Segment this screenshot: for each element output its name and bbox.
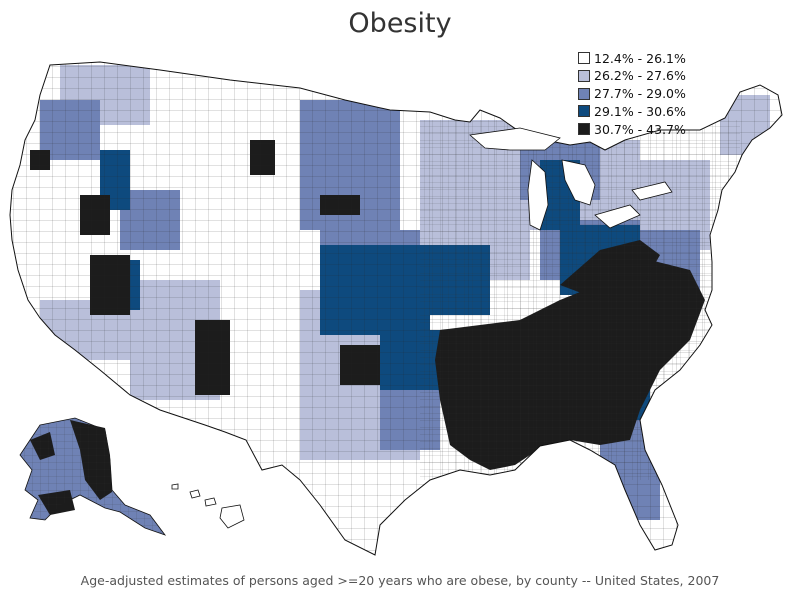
alaska (19, 417, 167, 536)
legend-item: 29.1% - 30.6% (578, 103, 686, 119)
legend-item: 27.7% - 29.0% (578, 86, 686, 102)
legend-label: 30.7% - 43.7% (594, 121, 686, 137)
legend-swatch (578, 52, 590, 64)
legend-swatch (578, 87, 590, 100)
map-title: Obesity (348, 8, 452, 39)
map-caption: Age-adjusted estimates of persons aged >… (80, 573, 720, 588)
legend: 12.4% - 26.1% 26.2% - 27.6% 27.7% - 29.0… (578, 50, 686, 139)
legend-item: 26.2% - 27.6% (578, 68, 686, 84)
great-lakes (469, 127, 673, 231)
legend-swatch (578, 69, 590, 82)
legend-label: 26.2% - 27.6% (594, 68, 686, 84)
legend-item: 12.4% - 26.1% (578, 50, 686, 66)
hawaii (171, 483, 245, 529)
legend-label: 29.1% - 30.6% (594, 103, 686, 119)
legend-item: 30.7% - 43.7% (578, 121, 686, 137)
legend-swatch (578, 123, 590, 136)
legend-swatch (578, 105, 590, 118)
legend-label: 12.4% - 26.1% (594, 50, 686, 66)
legend-label: 27.7% - 29.0% (594, 86, 686, 102)
